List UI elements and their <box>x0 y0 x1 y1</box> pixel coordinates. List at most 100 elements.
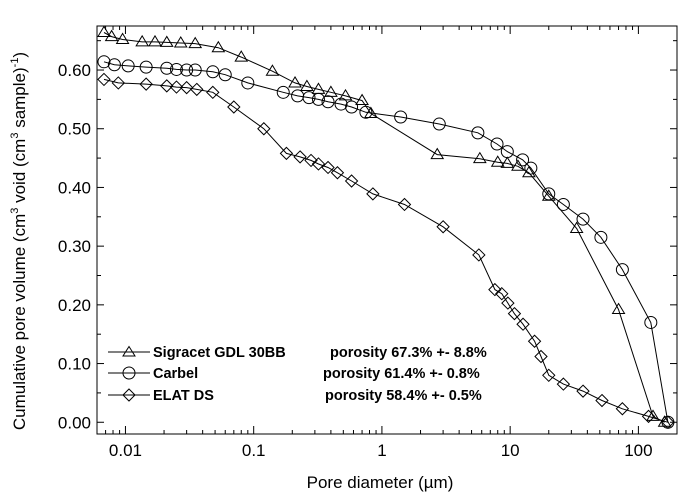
data-point-diamond <box>206 85 220 100</box>
data-point-circle <box>107 58 121 72</box>
x-axis-title: Pore diameter (µm) <box>307 473 454 492</box>
data-point-circle <box>97 55 111 69</box>
data-point-circle <box>542 187 556 201</box>
data-point-triangle <box>490 155 505 167</box>
data-point-circle <box>188 63 202 77</box>
legend: Sigracet GDL 30BB porosity 67.3% +- 8.8%… <box>108 345 487 404</box>
data-point-diamond <box>661 415 675 429</box>
data-point-triangle <box>288 75 302 88</box>
legend-porosity-elat: porosity 58.4% +- 0.5% <box>325 388 482 404</box>
data-point-diamond <box>516 317 530 331</box>
data-point-triangle <box>159 35 174 47</box>
data-point-circle <box>594 230 608 244</box>
data-point-circle <box>524 161 538 175</box>
series-diamond <box>97 72 675 429</box>
y-axis-title-sup: 3 <box>9 133 21 139</box>
data-point-triangle <box>646 409 660 421</box>
data-point-triangle <box>148 34 162 47</box>
data-point-diamond <box>534 349 548 364</box>
data-point-circle <box>615 263 629 277</box>
data-point-diamond <box>507 306 522 321</box>
data-point-diamond <box>160 79 174 93</box>
data-point-circle <box>516 153 530 167</box>
data-point-circle <box>500 145 514 159</box>
y-tick-label: 0.40 <box>58 178 91 197</box>
data-point-circle <box>334 97 348 111</box>
data-point-diamond <box>179 80 194 95</box>
data-point-diamond <box>321 160 335 175</box>
data-point-diamond <box>111 76 126 90</box>
data-point-triangle <box>300 79 314 91</box>
data-point-circle <box>556 197 570 211</box>
x-tick-label: 0.01 <box>109 441 142 460</box>
x-tick-label: 10 <box>501 441 520 460</box>
axes: 0.00 0.10 0.20 0.30 0.40 0.50 0.60 0.01 0.1 1 10 10… <box>58 26 677 460</box>
data-point-diamond <box>527 334 542 348</box>
data-point-diamond <box>366 187 380 201</box>
data-point-circle <box>359 105 373 119</box>
data-point-diamond <box>190 82 204 97</box>
y-tick-label: 0.20 <box>58 296 91 315</box>
series-layer <box>97 25 675 429</box>
series-line <box>103 78 669 423</box>
legend-triangle-marker <box>122 345 136 357</box>
data-point-triangle <box>472 151 487 164</box>
plot-frame <box>96 25 678 435</box>
y-tick-label: 0.50 <box>58 120 91 139</box>
data-point-circle <box>311 92 325 106</box>
data-point-circle <box>576 212 590 226</box>
data-point-diamond <box>311 157 326 171</box>
data-point-triangle <box>173 36 188 48</box>
data-point-circle <box>139 60 153 74</box>
data-point-triangle <box>97 25 111 37</box>
data-point-triangle <box>430 147 445 160</box>
data-point-circle <box>302 91 316 105</box>
data-point-circle <box>394 110 408 124</box>
data-point-diamond <box>139 77 153 91</box>
y-axis-title-sup: -1 <box>9 58 21 68</box>
data-point-diamond <box>436 220 450 234</box>
y-axis-title-sup: 3 <box>9 208 21 214</box>
data-point-circle <box>121 59 135 73</box>
x-tick-label: 1 <box>377 441 386 460</box>
data-point-diamond <box>227 100 241 114</box>
data-point-triangle <box>355 93 369 106</box>
data-point-triangle <box>211 40 226 53</box>
data-point-circle <box>321 95 335 109</box>
data-point-circle <box>432 117 446 131</box>
data-point-circle <box>644 315 658 329</box>
x-tick-label: 100 <box>624 441 652 460</box>
legend-diamond-marker <box>122 388 136 402</box>
data-point-circle <box>218 68 232 82</box>
data-point-diamond <box>488 282 502 297</box>
x-tick-label: 0.1 <box>242 441 266 460</box>
data-point-diamond <box>97 72 111 87</box>
data-point-diamond <box>344 174 359 188</box>
data-point-triangle <box>611 302 626 315</box>
data-point-triangle <box>135 34 150 47</box>
y-axis-title-part: void (cm <box>10 139 29 208</box>
data-point-triangle <box>188 36 203 49</box>
data-point-triangle <box>104 29 119 42</box>
data-point-diamond <box>397 197 412 212</box>
data-point-circle <box>160 61 174 75</box>
data-point-diamond <box>501 296 515 310</box>
data-point-circle <box>241 76 255 90</box>
legend-porosity-carbel: porosity 61.4% +- 0.8% <box>323 366 480 382</box>
legend-porosity-sigracet: porosity 67.3% +- 8.8% <box>330 345 487 361</box>
data-point-circle <box>471 126 485 140</box>
data-point-triangle <box>234 50 249 62</box>
series-triangle <box>97 25 672 427</box>
data-point-diamond <box>257 122 271 136</box>
data-point-diamond <box>304 153 318 168</box>
y-tick-label: 0.00 <box>58 413 91 432</box>
legend-label-carbel: Carbel <box>153 366 198 382</box>
y-axis-title-part: ) <box>10 52 29 58</box>
data-point-circle <box>206 65 220 79</box>
data-point-triangle <box>265 64 280 76</box>
data-point-diamond <box>169 80 184 94</box>
y-axis-title-part: sample) <box>10 67 29 132</box>
data-point-circle <box>169 62 183 76</box>
